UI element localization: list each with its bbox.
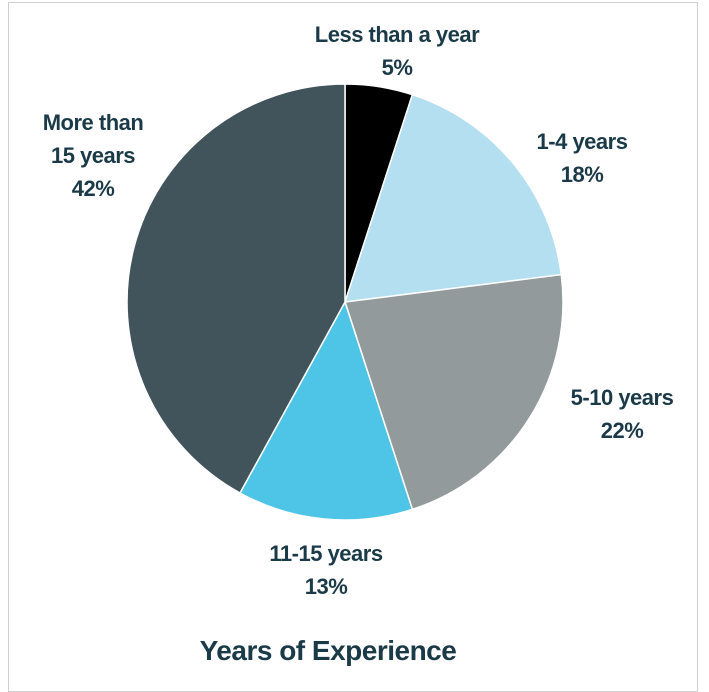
slice-percent-label: 18% [561,162,604,187]
slice-data-label: Less than a year 5% [315,22,480,80]
pie-slices [126,83,564,521]
slice-category-label: 5-10 years [571,385,674,410]
pie-slice [343,93,563,303]
slice-data-label: More than 15 years 42% [43,110,144,201]
slice-category-label: 15 years [51,143,135,168]
pie-data-labels: Less than a year 5% 1-4 years 18% 5-10 years… [43,22,674,599]
slice-percent-label: 13% [305,574,348,599]
pie-slice [238,300,414,521]
slice-category-label: 1-4 years [537,129,628,154]
slice-category-label: 11-15 years [269,541,382,566]
slice-data-label: 5-10 years 22% [571,385,674,443]
slice-percent-label: 22% [601,418,644,443]
slice-category-label: More than [43,110,144,135]
slice-percent-label: 42% [72,176,115,201]
slice-data-label: 1-4 years 18% [537,129,628,187]
chart-title: Years of Experience [200,635,457,666]
pie-slice [344,273,564,511]
slice-percent-label: 5% [382,55,413,80]
slice-category-label: Less than a year [315,22,480,47]
pie-slice [126,83,346,495]
slice-data-label: 11-15 years 13% [269,541,382,599]
